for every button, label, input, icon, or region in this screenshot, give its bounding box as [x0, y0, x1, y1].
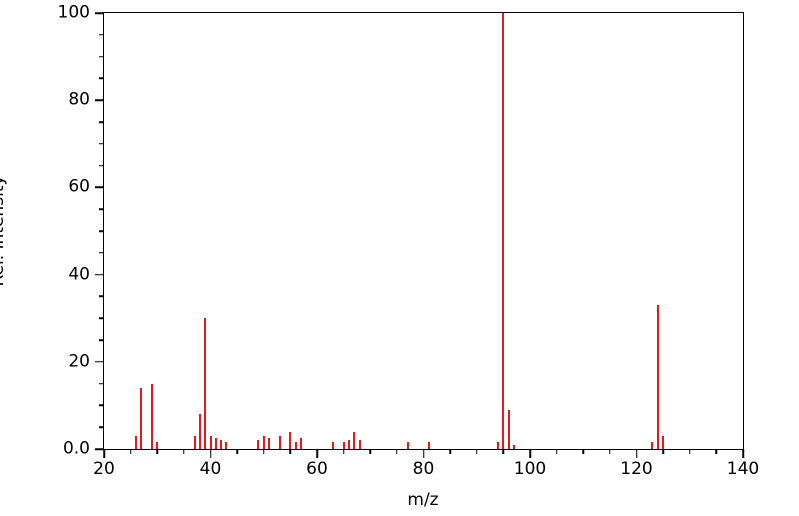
y-minor-tick	[99, 339, 104, 341]
x-tick-label: 140	[726, 459, 760, 479]
x-minor-tick	[129, 449, 132, 454]
y-minor-tick	[99, 121, 104, 123]
mass-peak	[193, 435, 196, 449]
x-major-tick	[529, 449, 531, 458]
y-minor-tick	[99, 295, 104, 298]
y-minor-tick	[99, 317, 104, 319]
x-tick-label: 40	[199, 459, 222, 479]
y-minor-tick	[99, 252, 104, 254]
x-tick-label: 60	[306, 459, 328, 479]
x-minor-tick	[715, 449, 718, 454]
mass-peak	[268, 438, 271, 449]
mass-peak	[502, 13, 505, 449]
y-major-tick	[95, 186, 104, 189]
mass-peak	[507, 409, 510, 449]
x-minor-tick	[689, 449, 691, 454]
mass-peak	[406, 442, 409, 449]
x-tick-label: 80	[412, 459, 435, 479]
mass-peak	[427, 442, 430, 449]
y-tick-label: 60	[68, 176, 90, 197]
mass-peak	[331, 442, 334, 449]
x-major-tick	[103, 449, 105, 458]
x-minor-tick	[476, 449, 478, 454]
mass-peak	[262, 435, 265, 449]
x-minor-tick	[449, 449, 451, 454]
x-minor-tick	[502, 449, 505, 454]
mass-peak	[294, 442, 297, 449]
y-minor-tick	[99, 404, 104, 407]
mass-peak	[358, 440, 361, 449]
mass-peak	[289, 431, 292, 449]
x-major-tick	[422, 449, 425, 458]
mass-peak	[662, 435, 665, 449]
y-tick-label: 40	[68, 264, 90, 285]
mass-peak	[204, 318, 207, 449]
mass-peak	[353, 431, 356, 449]
y-axis-label: Rel. Intensity	[0, 175, 8, 287]
mass-peak	[656, 305, 659, 449]
y-tick-label: 80	[68, 89, 90, 110]
y-minor-tick	[99, 34, 104, 36]
y-major-tick	[95, 361, 104, 363]
x-minor-tick	[609, 449, 611, 454]
mass-peak	[209, 435, 212, 449]
x-minor-tick	[662, 449, 664, 454]
y-minor-tick	[99, 164, 104, 167]
x-tick-label: 100	[513, 459, 547, 479]
y-minor-tick	[99, 382, 104, 385]
mass-peak	[220, 440, 223, 449]
y-major-tick	[95, 12, 104, 14]
y-minor-tick	[99, 230, 104, 232]
x-tick-label: 120	[620, 459, 653, 479]
x-minor-tick	[263, 449, 265, 454]
mass-peak	[225, 442, 228, 449]
y-minor-tick	[99, 208, 104, 210]
x-major-tick	[209, 449, 212, 458]
y-minor-tick	[99, 143, 104, 145]
y-minor-tick	[99, 426, 104, 428]
y-minor-tick	[99, 77, 104, 80]
mass-peak	[150, 383, 153, 449]
mass-peak	[651, 442, 654, 449]
x-minor-tick	[289, 449, 292, 454]
x-major-tick	[316, 449, 318, 458]
mass-peak	[347, 440, 350, 449]
mass-peak	[278, 435, 281, 449]
x-axis-label: m/z	[407, 490, 439, 510]
y-minor-tick	[99, 55, 104, 58]
x-tick-label: 20	[93, 459, 115, 479]
mass-peak	[300, 438, 303, 449]
mass-peak	[497, 442, 500, 449]
y-tick-label: 20	[68, 351, 90, 372]
y-tick-label: 100	[57, 2, 90, 23]
x-minor-tick	[582, 449, 584, 454]
x-minor-tick	[369, 449, 371, 454]
x-minor-tick	[183, 449, 185, 454]
x-major-tick	[635, 449, 638, 458]
plot-area: 20 40 60 80 100 120 140 0.0 20 40 60 80 100	[58, 4, 760, 478]
x-minor-tick	[555, 449, 558, 454]
x-minor-tick	[342, 449, 345, 454]
x-minor-tick	[156, 449, 158, 454]
y-major-tick	[95, 273, 104, 276]
mass-peak	[134, 435, 137, 449]
mass-peak	[156, 442, 159, 449]
x-minor-tick	[396, 449, 398, 454]
y-major-tick	[95, 448, 104, 450]
y-major-tick	[95, 99, 104, 101]
x-major-tick	[742, 449, 744, 458]
x-minor-tick	[236, 449, 238, 454]
y-tick-label: 0.0	[62, 438, 90, 459]
mass-peak	[342, 442, 345, 449]
mass-peak	[198, 414, 201, 449]
mass-peak	[257, 440, 260, 449]
mass-peak	[140, 387, 143, 449]
mass-peak	[214, 438, 217, 449]
mass-peak	[513, 444, 516, 449]
